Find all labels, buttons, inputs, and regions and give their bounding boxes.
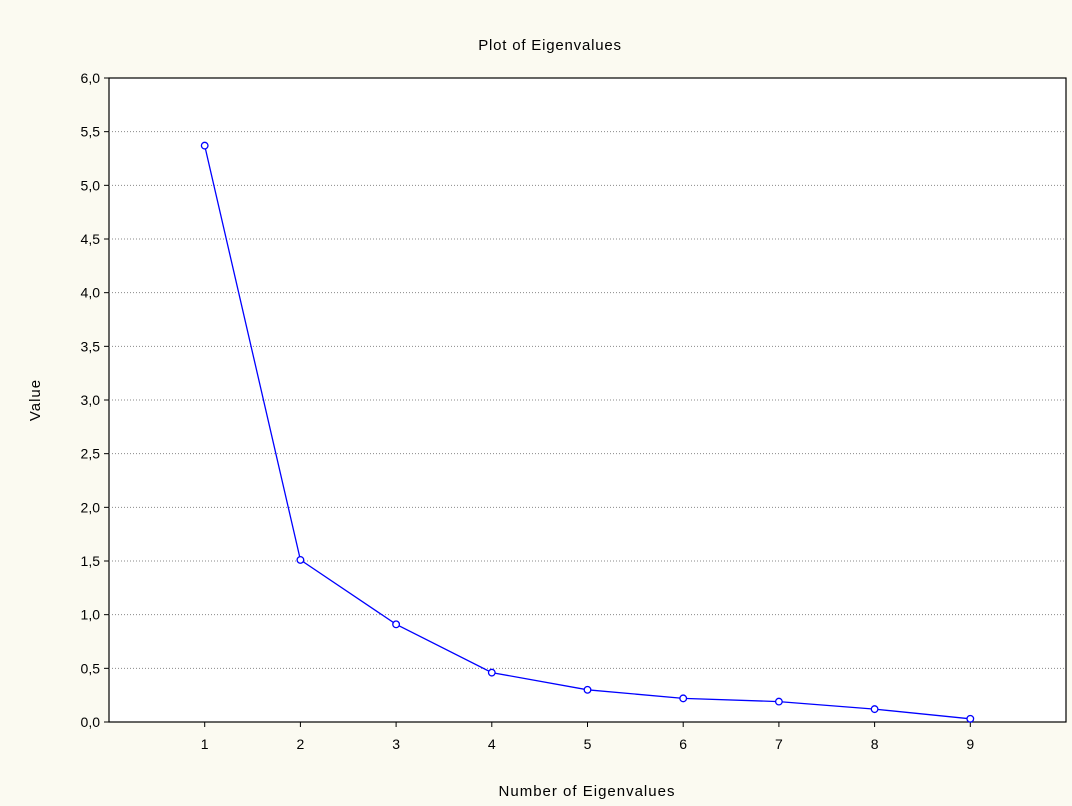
x-axis-label: Number of Eigenvalues <box>499 783 676 800</box>
y-tick-label: 3,0 <box>81 392 101 408</box>
x-tick-label: 6 <box>679 736 687 752</box>
y-tick-label: 5,0 <box>81 177 101 193</box>
x-axis-ticks: 1 2 3 4 5 6 7 8 9 <box>201 722 974 752</box>
x-tick-label: 7 <box>775 736 783 752</box>
x-tick-label: 3 <box>392 736 400 752</box>
y-tick-label: 6,0 <box>81 70 101 86</box>
x-tick-label: 1 <box>201 736 209 752</box>
y-tick-label: 0,0 <box>81 714 101 730</box>
data-point <box>200 141 209 150</box>
y-tick-label: 2,5 <box>81 446 101 462</box>
y-tick-label: 5,5 <box>81 124 101 140</box>
y-axis-ticks: 0,0 0,5 1,0 1,5 2,0 2,5 3,0 3,5 4,0 4,5 5,0 5,5 6,0 <box>81 70 109 730</box>
x-tick-label: 2 <box>297 736 305 752</box>
data-point <box>679 694 688 703</box>
x-tick-label: 5 <box>584 736 592 752</box>
data-point <box>583 685 592 694</box>
y-tick-label: 2,0 <box>81 499 101 515</box>
y-tick-label: 0,5 <box>81 660 101 676</box>
data-point <box>774 697 783 706</box>
chart-title: Plot of Eigenvalues <box>478 37 622 54</box>
data-point <box>392 620 401 629</box>
y-tick-label: 4,5 <box>81 231 101 247</box>
data-point <box>487 668 496 677</box>
data-point <box>966 714 975 723</box>
series-group <box>200 141 975 723</box>
y-axis-label: Value <box>27 379 44 421</box>
y-tick-label: 1,0 <box>81 607 101 623</box>
x-tick-label: 8 <box>871 736 879 752</box>
data-point <box>296 555 305 564</box>
grid-lines <box>109 131 1066 669</box>
y-tick-label: 3,5 <box>81 338 101 354</box>
x-tick-label: 9 <box>966 736 974 752</box>
y-tick-label: 1,5 <box>81 553 101 569</box>
x-tick-label: 4 <box>488 736 496 752</box>
y-tick-label: 4,0 <box>81 285 101 301</box>
data-point <box>870 705 879 714</box>
